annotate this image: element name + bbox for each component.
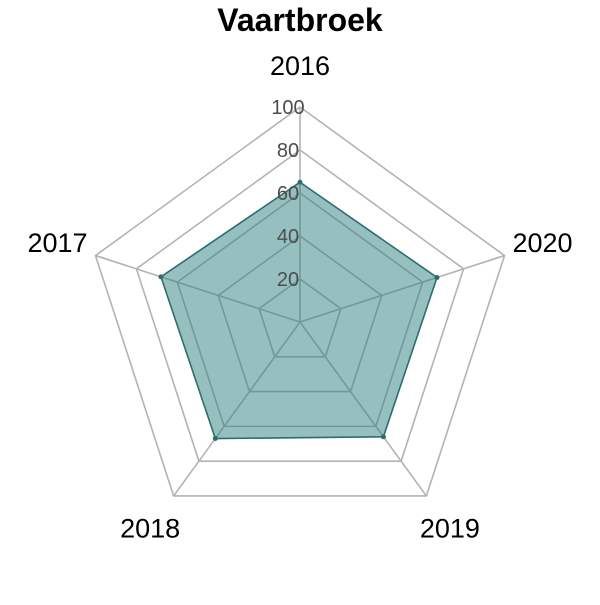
category-label: 2018 <box>120 513 180 543</box>
grid-ring-100 <box>94 106 506 497</box>
data-point-2016 <box>297 179 303 185</box>
radial-tick-label: 60 <box>277 183 299 205</box>
chart-title: Vaartbroek <box>217 2 383 38</box>
category-label: 2020 <box>512 228 572 258</box>
data-point-2020 <box>434 274 440 280</box>
category-label: 2017 <box>27 228 87 258</box>
category-label: 2019 <box>420 513 480 543</box>
data-point-2017 <box>158 274 164 280</box>
data-area <box>160 181 438 440</box>
grid-ring-80 <box>135 149 465 462</box>
data-point-2018 <box>212 436 218 442</box>
radial-tick-label: 100 <box>271 97 304 119</box>
data-point-2019 <box>380 434 386 440</box>
radial-tick-label: 80 <box>277 140 299 162</box>
category-label: 2016 <box>270 51 330 81</box>
radial-tick-label: 40 <box>277 226 299 248</box>
radial-tick-label: 20 <box>277 269 299 291</box>
